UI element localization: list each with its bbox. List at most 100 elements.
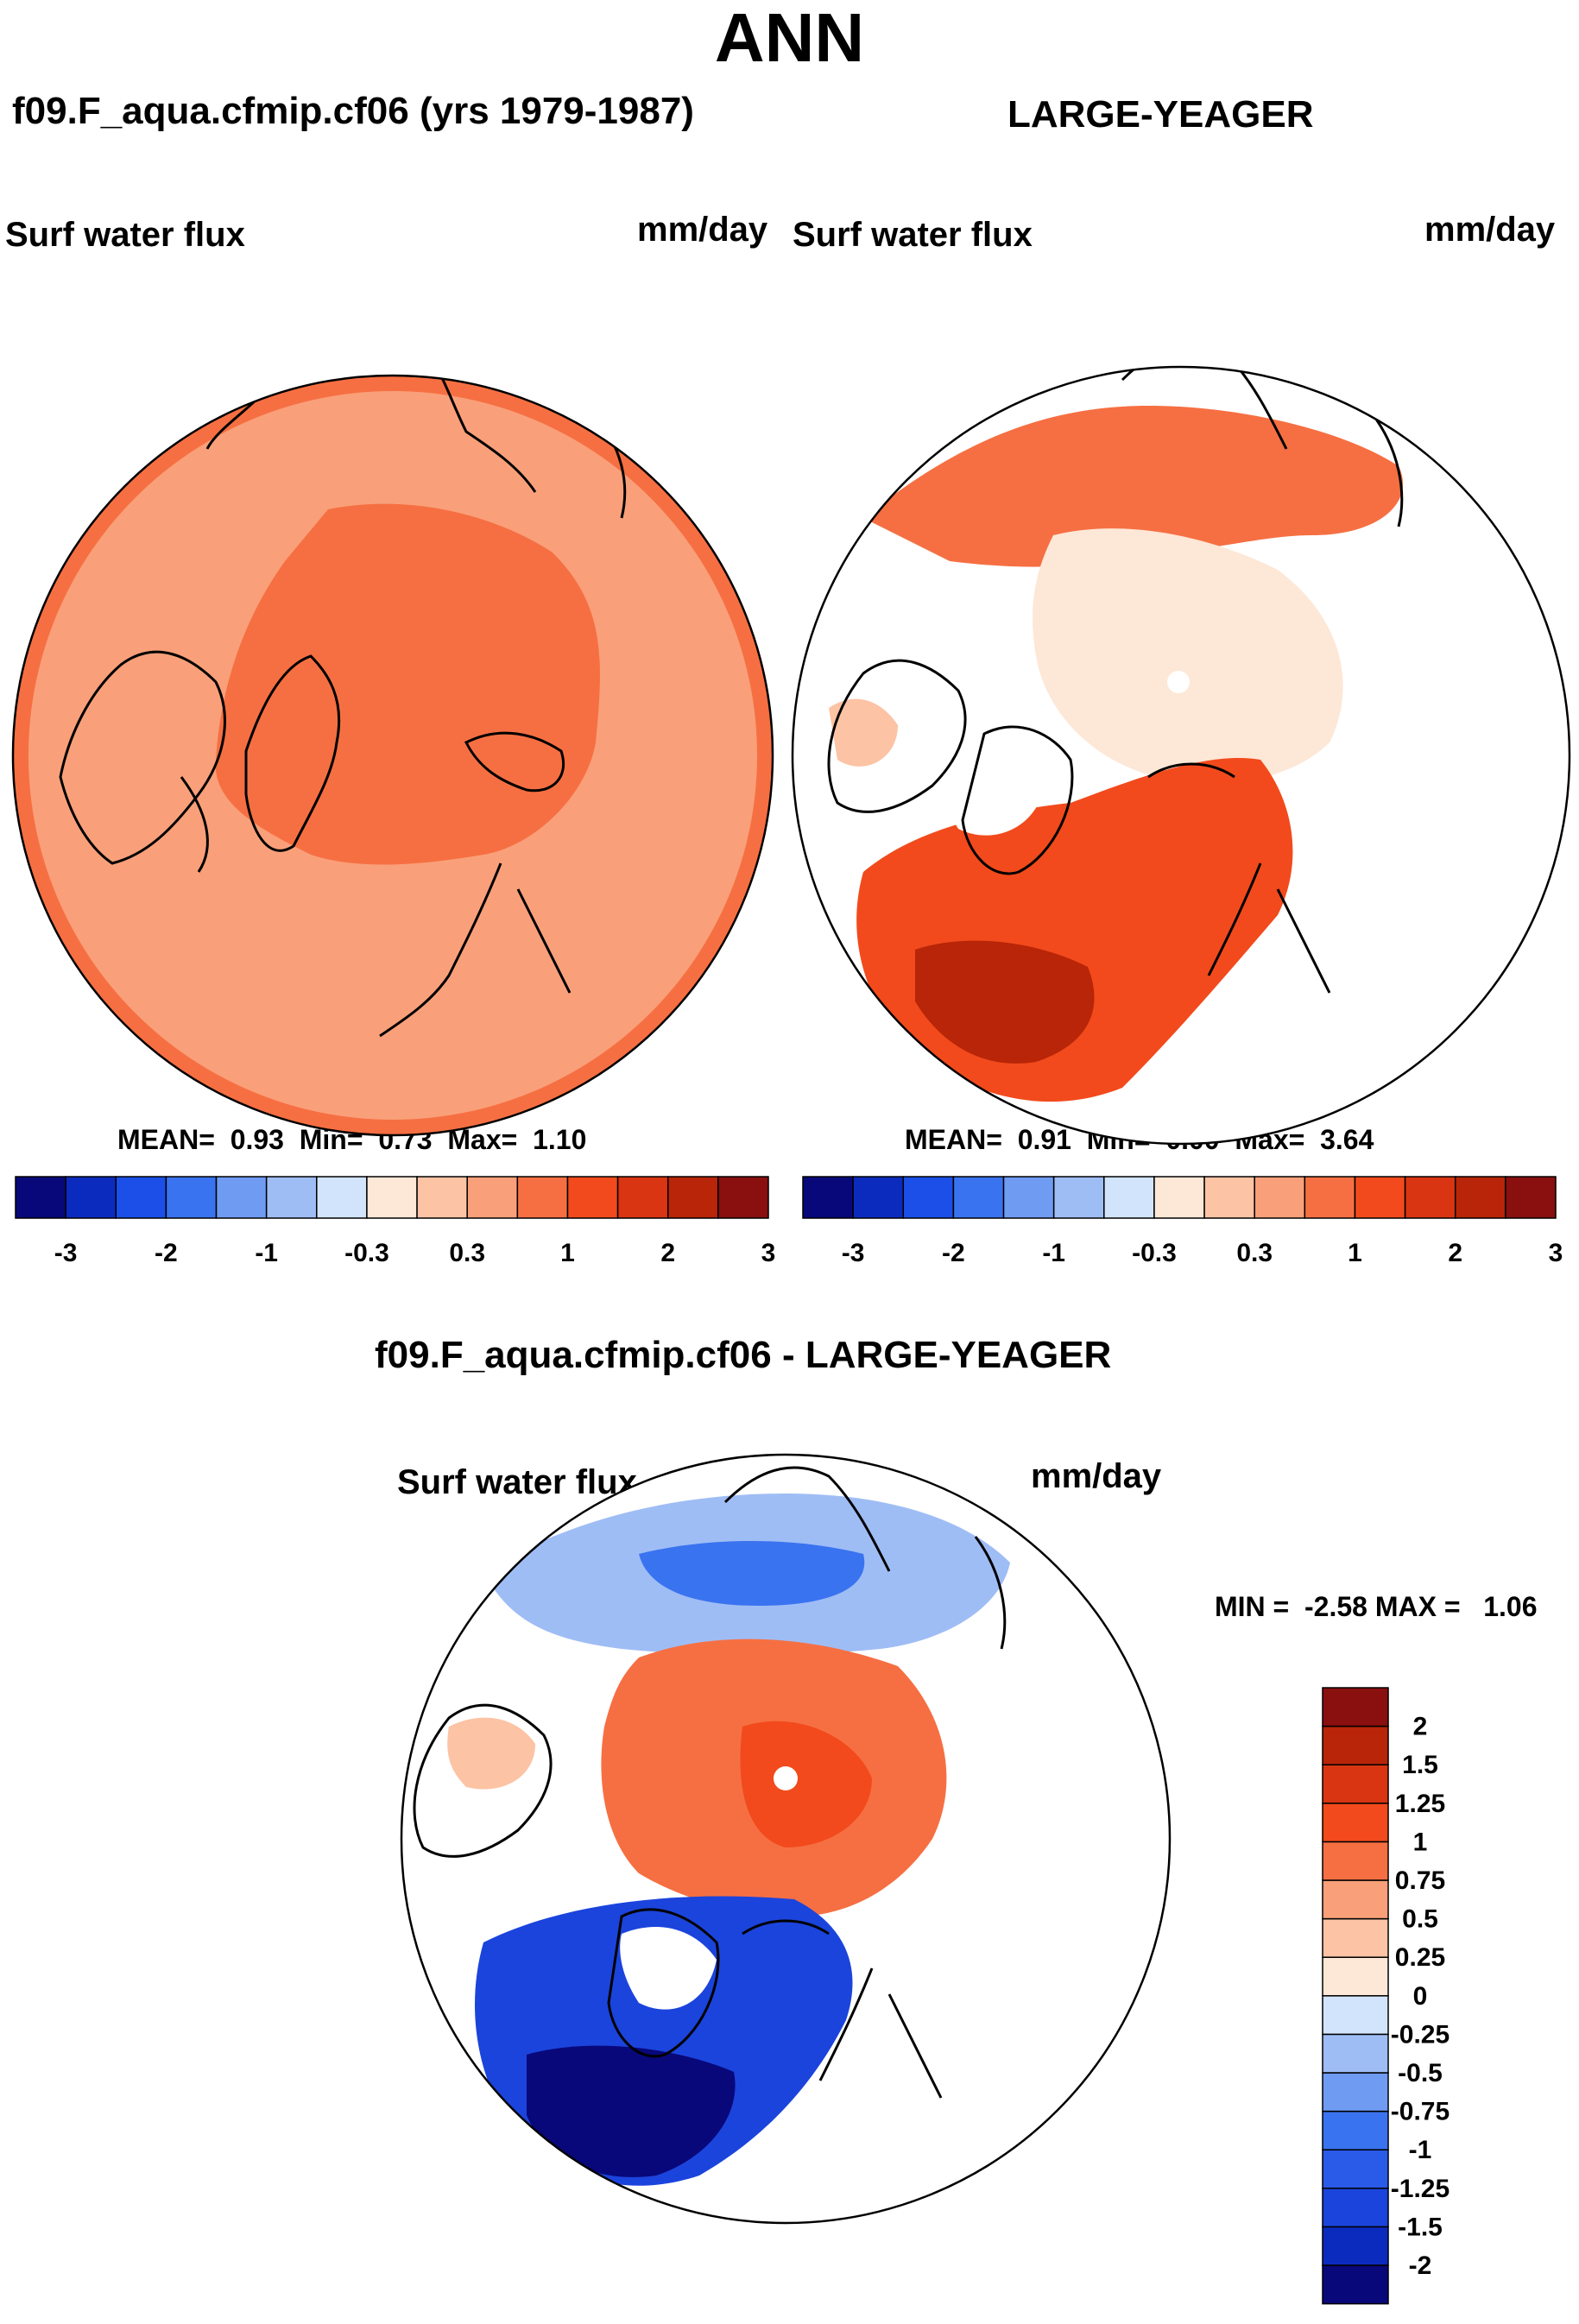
obs-case-label: LARGE-YEAGER — [1007, 93, 1314, 136]
obs-hudson-region — [829, 698, 898, 767]
obs-colorbar-box-0 — [802, 1176, 854, 1219]
model-units-label: mm/day — [637, 211, 768, 249]
model-case-label: f09.F_aqua.cfmip.cf06 (yrs 1979-1987) — [12, 90, 694, 132]
model-colorbar-box-12 — [616, 1176, 669, 1219]
model-colorbar-box-5 — [265, 1176, 318, 1219]
obs-atlantic-max — [915, 940, 1095, 1064]
model-colorbar-box-13 — [666, 1176, 719, 1219]
model-colorbar-box-8 — [416, 1176, 468, 1219]
diff-colorbar-tick-7: 0 — [1413, 1982, 1428, 2011]
model-colorbar-box-7 — [366, 1176, 418, 1219]
diff-colorbar-box-7 — [1322, 1995, 1389, 2036]
diff-map — [400, 1453, 1172, 2225]
diff-colorbar-tick-5: 0.5 — [1402, 1905, 1438, 1934]
obs-coastlines — [827, 367, 1404, 994]
obs-colorbar-box-9 — [1254, 1176, 1306, 1219]
obs-mean-value: 0.91 — [1017, 1124, 1071, 1155]
obs-colorbar-box-1 — [852, 1176, 905, 1219]
diff-colorbar-box-12 — [1322, 1803, 1389, 1843]
model-colorbar-tick-0: -3 — [54, 1239, 78, 1267]
diff-colorbar-box-11 — [1322, 1841, 1389, 1881]
diff-stats: MIN = -2.58 MAX = 1.06 — [1215, 1591, 1537, 1623]
obs-colorbar-box-7 — [1153, 1176, 1205, 1219]
diff-units-label: mm/day — [1031, 1457, 1162, 1495]
obs-colorbar-tick-0: -3 — [842, 1239, 865, 1267]
obs-map — [791, 365, 1571, 1146]
model-mean-value: 0.93 — [230, 1124, 284, 1155]
obs-greenland-mask — [944, 752, 1045, 836]
diff-colorbar-tick-12: -1.25 — [1391, 2175, 1450, 2203]
model-field-label: Surf water flux — [5, 216, 245, 254]
diff-colorbar-tick-9: -0.5 — [1398, 2059, 1443, 2087]
model-mean-label: MEAN= — [117, 1124, 215, 1155]
obs-colorbar-box-4 — [1002, 1176, 1055, 1219]
diff-colorbar-tick-4: 0.75 — [1395, 1866, 1445, 1895]
diff-max-value: 1.06 — [1483, 1591, 1538, 1622]
figure-title: ANN — [714, 0, 865, 76]
model-colorbar-box-6 — [316, 1176, 368, 1219]
diff-colorbar-tick-6: 0.25 — [1395, 1943, 1445, 1972]
diff-colorbar-box-10 — [1322, 1879, 1389, 1920]
model-arctic-high — [215, 503, 600, 865]
diff-colorbar-box-3 — [1322, 2149, 1389, 2189]
model-colorbar-tick-7: 3 — [761, 1239, 776, 1267]
diff-colorbar-tick-0: 2 — [1413, 1713, 1428, 1741]
diff-colorbar-tick-13: -1.5 — [1398, 2213, 1443, 2241]
obs-colorbar-tick-3: -0.3 — [1132, 1239, 1177, 1267]
diff-colorbar-box-2 — [1322, 2188, 1389, 2228]
obs-colorbar-box-6 — [1103, 1176, 1155, 1219]
obs-units-label: mm/day — [1424, 211, 1556, 249]
diff-colorbar-box-4 — [1322, 2110, 1389, 2150]
diff-min-value: -2.58 — [1304, 1591, 1367, 1622]
diff-min-label: MIN = — [1215, 1591, 1290, 1622]
diff-colorbar-tick-1: 1.5 — [1402, 1751, 1438, 1779]
diff-arctic-strong-positive — [740, 1721, 872, 1847]
diff-colorbar: 2 1.5 1.25 1 0.75 0.5 0.25 0 -0.25 -0.5 -0.75 -1 -1.… — [1322, 1687, 1450, 2305]
diff-colorbar-box-13 — [1322, 1764, 1389, 1804]
diff-colorbar-box-0 — [1322, 2264, 1389, 2305]
model-map-border — [11, 374, 774, 1137]
obs-colorbar-tick-1: -2 — [942, 1239, 965, 1267]
obs-colorbar-box-10 — [1304, 1176, 1356, 1219]
obs-arctic-low — [1033, 528, 1343, 784]
obs-colorbar-box-5 — [1052, 1176, 1105, 1219]
diff-colorbar-box-8 — [1322, 1956, 1389, 1997]
diff-colorbar-tick-11: -1 — [1409, 2136, 1432, 2164]
diff-field-label: Surf water flux — [397, 1463, 637, 1501]
diff-greenland-mask — [620, 1926, 717, 2010]
diff-colorbar-box-9 — [1322, 1917, 1389, 1958]
diff-pacific-strong-negative — [639, 1541, 865, 1606]
obs-colorbar-box-11 — [1354, 1176, 1406, 1219]
obs-colorbar-box-14 — [1505, 1176, 1557, 1219]
obs-colorbar-box-2 — [902, 1176, 955, 1219]
diff-colorbar-tick-2: 1.25 — [1395, 1790, 1445, 1818]
diff-case-label: f09.F_aqua.cfmip.cf06 - LARGE-YEAGER — [375, 1334, 1112, 1376]
diff-canada-positive — [447, 1717, 535, 1790]
model-colorbar-tick-6: 2 — [660, 1239, 675, 1267]
diff-colorbar-box-5 — [1322, 2072, 1389, 2112]
model-colorbar-box-11 — [566, 1176, 619, 1219]
obs-colorbar-box-3 — [952, 1176, 1005, 1219]
diff-colorbar-box-14 — [1322, 1725, 1389, 1765]
obs-colorbar-box-13 — [1454, 1176, 1506, 1219]
model-colorbar-tick-4: 0.3 — [449, 1239, 485, 1267]
obs-colorbar-box-12 — [1404, 1176, 1456, 1219]
model-colorbar-tick-3: -0.3 — [344, 1239, 389, 1267]
model-colorbar-box-10 — [516, 1176, 569, 1219]
diff-atlantic-min — [527, 2045, 736, 2177]
model-colorbar-box-3 — [165, 1176, 218, 1219]
obs-pole-marker — [1167, 671, 1190, 693]
obs-colorbar-tick-7: 3 — [1549, 1239, 1563, 1267]
model-colorbar: -3 -2 -1 -0.3 0.3 1 2 3 — [15, 1176, 776, 1267]
diff-max-label: MAX = — [1374, 1591, 1461, 1622]
diff-colorbar-tick-14: -2 — [1409, 2251, 1432, 2280]
obs-colorbar: -3 -2 -1 -0.3 0.3 1 2 3 — [802, 1176, 1563, 1267]
model-colorbar-box-14 — [717, 1176, 769, 1219]
diff-pole-marker — [774, 1766, 798, 1790]
diff-colorbar-box-1 — [1322, 2226, 1389, 2266]
diff-colorbar-box-6 — [1322, 2033, 1389, 2074]
model-colorbar-box-9 — [466, 1176, 519, 1219]
model-colorbar-box-2 — [115, 1176, 167, 1219]
diff-colorbar-tick-8: -0.25 — [1391, 2020, 1450, 2049]
diff-coastlines — [413, 1466, 1007, 2099]
